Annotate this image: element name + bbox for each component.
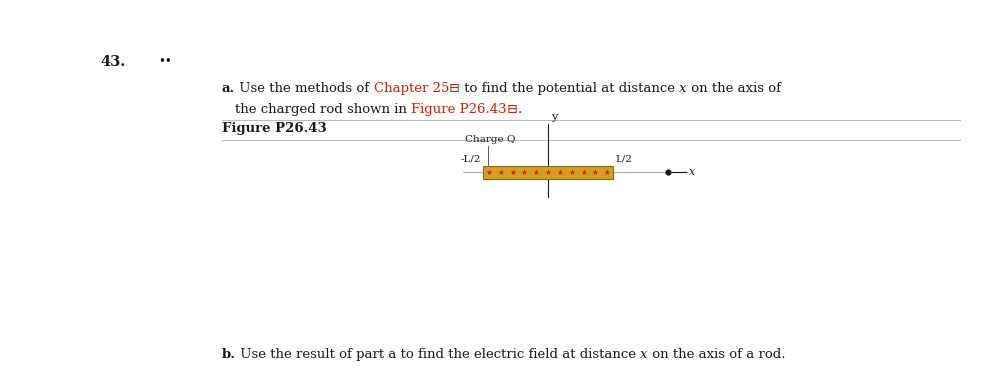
Text: ★: ★: [591, 167, 598, 177]
Text: Figure P26.43: Figure P26.43: [222, 122, 327, 135]
Text: ★: ★: [520, 167, 527, 177]
Bar: [483, 165, 613, 179]
Text: x: x: [640, 348, 647, 361]
Text: ★: ★: [568, 167, 575, 177]
Text: ★: ★: [603, 167, 610, 177]
Text: ••: ••: [158, 55, 172, 68]
Text: ⊟: ⊟: [449, 82, 461, 95]
Text: the charged rod shown in: the charged rod shown in: [235, 103, 412, 116]
Text: 43.: 43.: [100, 55, 125, 69]
Text: to find the potential at distance: to find the potential at distance: [461, 82, 679, 95]
Text: Charge Q: Charge Q: [465, 135, 515, 144]
Text: .: .: [518, 103, 522, 116]
Text: x: x: [689, 167, 695, 177]
Text: a.: a.: [222, 82, 235, 95]
Text: Figure P26.43: Figure P26.43: [412, 103, 507, 116]
Text: Use the result of part a to find the electric field at distance: Use the result of part a to find the ele…: [236, 348, 640, 361]
Text: ★: ★: [556, 167, 563, 177]
Text: ★: ★: [532, 167, 539, 177]
Text: ★: ★: [544, 167, 551, 177]
Text: b.: b.: [222, 348, 236, 361]
Text: Use the methods of: Use the methods of: [235, 82, 374, 95]
Text: on the axis of a rod.: on the axis of a rod.: [647, 348, 785, 361]
Text: -L/2: -L/2: [461, 154, 481, 163]
Text: ★: ★: [580, 167, 586, 177]
Text: ⊟: ⊟: [507, 103, 518, 116]
Text: ★: ★: [509, 167, 515, 177]
Text: ★: ★: [486, 167, 493, 177]
Text: Chapter 25: Chapter 25: [374, 82, 449, 95]
Text: on the axis of: on the axis of: [687, 82, 781, 95]
Text: x: x: [679, 82, 687, 95]
Text: y: y: [551, 112, 557, 122]
Text: L/2: L/2: [615, 154, 632, 163]
Text: ★: ★: [498, 167, 504, 177]
